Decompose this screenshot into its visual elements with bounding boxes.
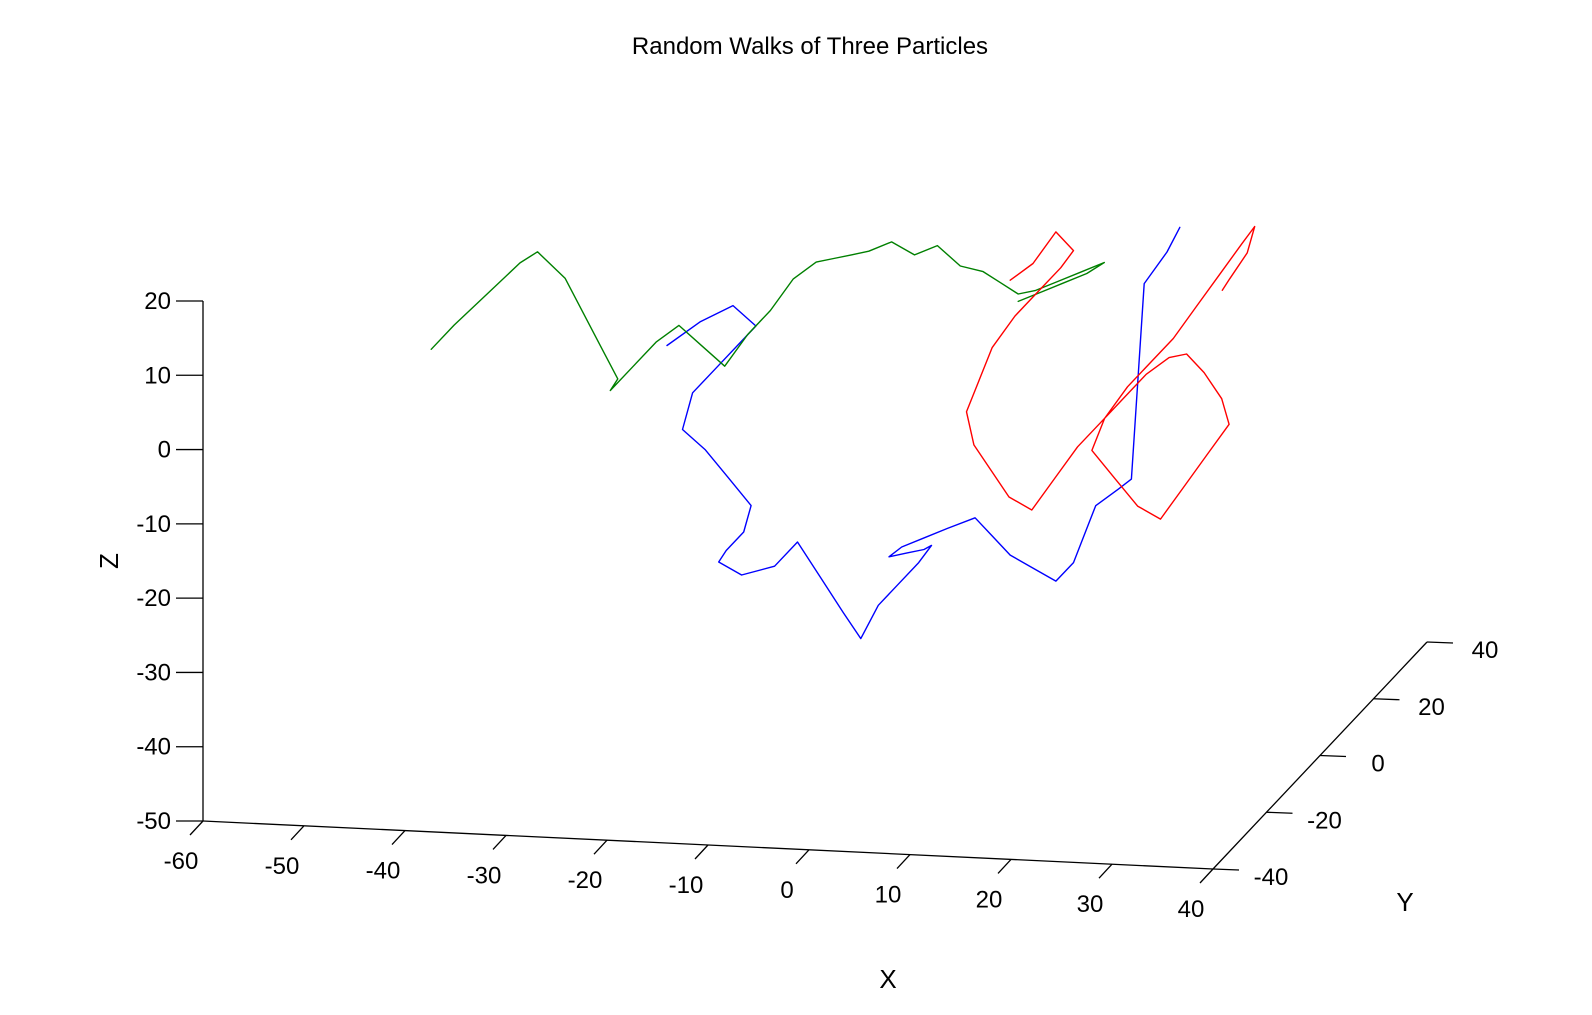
x-tick: [290, 825, 305, 841]
x-tick: [694, 844, 709, 860]
y-tick: [1266, 811, 1293, 814]
x-tick-label: -20: [568, 867, 603, 894]
y-tick: [1212, 868, 1240, 871]
x-tick-label: 30: [1077, 891, 1104, 918]
y-tick: [1426, 641, 1454, 644]
z-tick-label: 0: [158, 437, 171, 464]
y-tick-label: 0: [1371, 751, 1384, 778]
series-line-1: [666, 226, 1181, 640]
x-tick: [795, 849, 810, 865]
series-layer: [430, 225, 1256, 640]
z-axis-label: Z: [94, 553, 124, 569]
series-line-3: [965, 225, 1256, 520]
x-tick-label: -60: [164, 848, 199, 875]
x-tick: [1199, 868, 1214, 884]
x-tick: [896, 854, 911, 870]
z-tick-label: -30: [136, 659, 171, 686]
x-tick-label: -40: [366, 858, 401, 885]
x-tick: [1098, 863, 1113, 879]
y-tick: [1373, 698, 1400, 701]
chart-title: Random Walks of Three Particles: [632, 33, 988, 60]
x-tick: [997, 858, 1012, 874]
x-tick-label: -50: [265, 853, 300, 880]
y-tick-label: 40: [1472, 637, 1499, 664]
x-tick-label: 20: [976, 886, 1003, 913]
z-tick-label: -10: [136, 511, 171, 538]
z-tick-label: -20: [136, 585, 171, 612]
x-tick: [492, 834, 507, 850]
z-tick-label: -40: [136, 734, 171, 761]
x-tick: [391, 830, 406, 846]
z-tick-label: 10: [144, 362, 171, 389]
axes: -60 -50 -40 -30 -20 -10 0 10 20 30 40 -40 -20 0 20 40 -5…: [136, 288, 1498, 923]
x-tick: [593, 839, 608, 855]
x-tick-label: 40: [1178, 896, 1205, 923]
x-tick-label: 0: [780, 877, 793, 904]
series-line-2: [430, 241, 1106, 392]
y-tick-label: -40: [1254, 864, 1289, 891]
z-tick-label: -50: [136, 808, 171, 835]
y-tick-label: 20: [1418, 694, 1445, 721]
x-tick-label: -10: [669, 872, 704, 899]
x-tick: [189, 820, 204, 836]
y-axis-label: Y: [1396, 887, 1413, 917]
x-tick-label: -30: [467, 862, 502, 889]
x-axis-label: X: [879, 964, 896, 994]
y-tick: [1319, 754, 1347, 758]
y-tick-label: -20: [1307, 807, 1342, 834]
z-tick-label: 20: [144, 288, 171, 315]
x-tick-label: 10: [875, 882, 902, 909]
